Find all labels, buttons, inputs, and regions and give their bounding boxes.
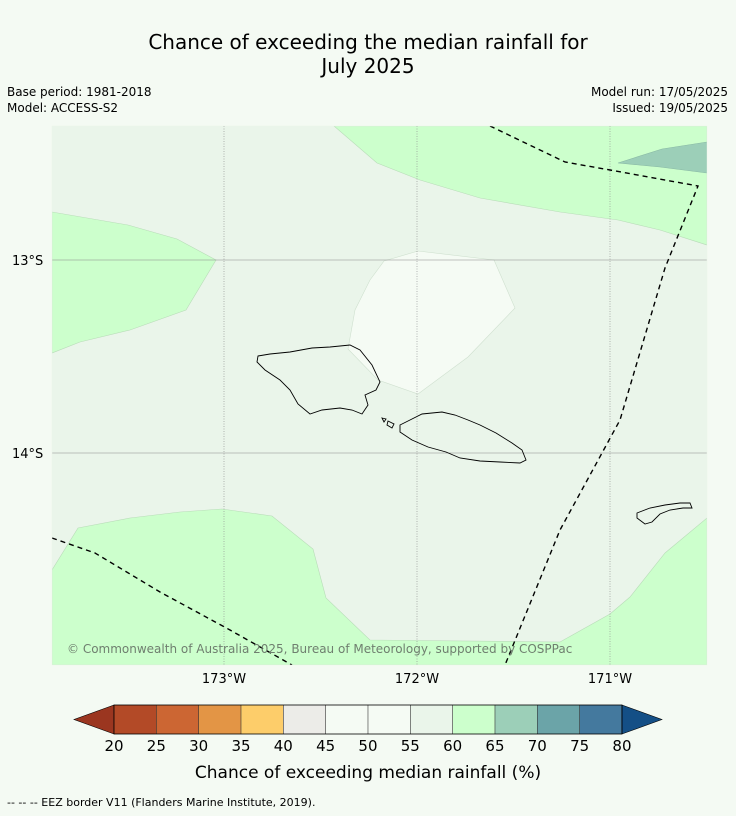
colorbar-tick-label: 55 — [401, 737, 420, 755]
colorbar-ticks: 20 25 30 35 40 45 50 55 60 65 70 75 80 — [104, 737, 631, 755]
contour-region-teal — [617, 141, 707, 174]
contour-region-central — [347, 250, 516, 395]
contour-region-west — [52, 211, 217, 354]
colorbar — [73, 704, 663, 735]
upolu-island — [399, 411, 527, 464]
eez-border — [52, 126, 699, 665]
colorbar-under-extend — [73, 704, 115, 735]
title-line-2: July 2025 — [321, 54, 415, 78]
colorbar-tick-label: 60 — [443, 737, 462, 755]
colorbar-segment — [325, 705, 368, 734]
colorbar-tick-label: 75 — [570, 737, 589, 755]
contour-region-north — [333, 126, 707, 246]
colorbar-tick-label: 30 — [189, 737, 208, 755]
colorbar-segment — [452, 705, 495, 734]
colorbar-tick-label: 25 — [147, 737, 166, 755]
contour-region-southwest — [52, 508, 707, 665]
colorbar-segment — [114, 705, 157, 734]
lat-label-14s: 14°S — [12, 447, 43, 462]
colorbar-segment — [198, 705, 241, 734]
colorbar-tick-label: 45 — [316, 737, 335, 755]
model-run: Model run: 17/05/2025 — [590, 85, 728, 99]
apolima-islet — [381, 417, 387, 423]
savaii-island — [256, 344, 381, 415]
tutuila-island — [636, 502, 693, 525]
map-frame — [51, 125, 708, 666]
colorbar-title: Chance of exceeding median rainfall (%) — [195, 763, 541, 783]
colorbar-segment — [283, 705, 326, 734]
colorbar-segment — [494, 705, 538, 734]
gridlines — [52, 126, 707, 665]
issued-date: Issued: 19/05/2025 — [612, 101, 728, 115]
colorbar-frame — [113, 704, 623, 735]
map-title: Chance of exceeding the median rainfall … — [0, 30, 736, 78]
colorbar-over-extend — [621, 704, 663, 735]
colorbar-segment — [240, 705, 284, 734]
manono-islet — [386, 420, 395, 429]
lon-label-171w: 171°W — [588, 672, 632, 687]
colorbar-tick-label: 20 — [104, 737, 123, 755]
title-line-1: Chance of exceeding the median rainfall … — [148, 30, 588, 54]
colorbar-segment — [367, 705, 411, 734]
colorbar-segment — [410, 705, 453, 734]
colorbar-tick-label: 50 — [358, 737, 377, 755]
model-name: Model: ACCESS-S2 — [7, 101, 119, 115]
meta-right: Model run: 17/05/2025 Issued: 19/05/2025 — [591, 84, 728, 116]
colorbar-segment — [537, 705, 580, 734]
lat-label-13s: 13°S — [12, 254, 43, 269]
lon-label-172w: 172°W — [395, 672, 439, 687]
base-period: Base period: 1981-2018 — [7, 85, 152, 99]
colorbar-tick-label: 40 — [274, 737, 293, 755]
colorbar-segment — [156, 705, 199, 734]
colorbar-tick-label: 35 — [231, 737, 250, 755]
colorbar-segment — [579, 705, 622, 734]
colorbar-tick-label: 65 — [485, 737, 504, 755]
islands — [256, 344, 693, 525]
colorbar-tick-label: 80 — [612, 737, 631, 755]
copyright-text: © Commonwealth of Australia 2025, Bureau… — [67, 642, 572, 656]
footnote: -- -- -- EEZ border V11 (Flanders Marine… — [7, 796, 316, 809]
colorbar-tick-label: 70 — [528, 737, 547, 755]
meta-left: Base period: 1981-2018 Model: ACCESS-S2 — [7, 84, 152, 116]
lon-label-173w: 173°W — [202, 672, 246, 687]
